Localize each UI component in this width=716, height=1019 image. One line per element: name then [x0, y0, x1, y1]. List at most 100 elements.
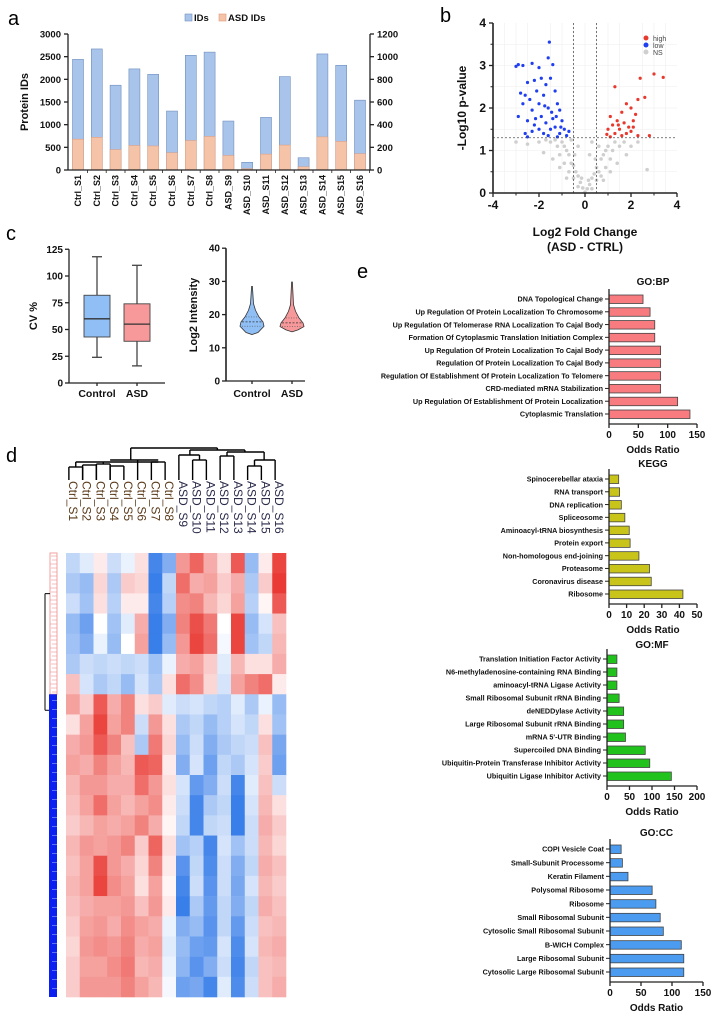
heatmap-cell [217, 694, 232, 715]
heatmap-cell [272, 653, 287, 675]
heatmap-cell [244, 714, 259, 735]
heatmap-cell [121, 855, 136, 877]
heatmap-cell [176, 714, 191, 735]
point-low [525, 80, 530, 85]
heatmap-cell [189, 653, 204, 675]
point-ns [608, 157, 613, 161]
chart-c-boxplot: Control ASD 0 25 50 75 100 125 CV % [28, 245, 165, 400]
heatmap-cell [244, 815, 259, 836]
bar-asd-ids [222, 155, 235, 171]
heatmap-cell [162, 714, 177, 735]
heatmap-cell [203, 734, 218, 756]
heatmap-cell [66, 835, 81, 857]
x-tick-label: 150 [666, 792, 683, 803]
point-ns [567, 169, 571, 174]
heatmap-cell [66, 815, 81, 836]
y2-tick-label: 800 [377, 75, 393, 86]
x-tick-label: 20 [639, 610, 651, 621]
heatmap-cell [217, 573, 232, 594]
heatmap-cell [217, 916, 232, 937]
point-low [530, 129, 534, 133]
heatmap-cell [79, 694, 94, 715]
chart-title: GO:BP [637, 277, 670, 288]
point-high [624, 131, 629, 136]
column-label: ASD_S9 [176, 481, 190, 527]
chart-e-kegg: KEGG Spinocerebellar ataxia RNA transport D… [501, 459, 703, 636]
heatmap-cell [79, 795, 94, 816]
heatmap-cell [189, 936, 204, 957]
bar [609, 844, 622, 854]
point-low [523, 93, 527, 97]
point-ns [564, 176, 569, 180]
panel-label-a: a [8, 8, 20, 30]
category-label: Small Ribosomal Subunit [517, 913, 604, 922]
point-ns [597, 144, 601, 149]
category-label: RNA transport [554, 487, 603, 496]
heatmap-cell [121, 936, 136, 957]
bar-asd-ids [260, 153, 272, 171]
heatmap-cell [189, 674, 204, 695]
x-tick-label: 50 [635, 988, 647, 999]
panel-label-d: d [6, 445, 17, 467]
heatmap-cell [148, 674, 163, 695]
y-tick-label: 0 [56, 166, 61, 177]
heatmap-cell [162, 573, 177, 594]
heatmap-cell [189, 633, 204, 655]
heatmap-cell [162, 956, 177, 978]
heatmap-cell [272, 553, 287, 574]
heatmap-cell [272, 835, 287, 857]
heatmap-cell [272, 875, 287, 897]
point-ns [590, 176, 594, 180]
heatmap-cell [79, 896, 94, 917]
violin-1 [279, 281, 305, 333]
bar [609, 967, 685, 977]
y-tick-label: 2000 [40, 75, 61, 86]
heatmap-cell [203, 714, 218, 735]
heatmap-cell [217, 734, 232, 756]
y-axis-label: Protein IDs [19, 73, 31, 131]
heatmap-cell [93, 734, 108, 756]
heatmap-cell [231, 754, 246, 776]
heatmap-cell [107, 795, 122, 816]
bar [608, 512, 626, 523]
bar-asd-ids [185, 140, 197, 171]
x-tick-label: 100 [664, 988, 681, 999]
heatmap-cell [162, 694, 177, 715]
point-high [608, 114, 612, 119]
point-low [521, 102, 525, 106]
box-0 [83, 294, 111, 338]
point-low [530, 61, 534, 65]
heatmap-cell [148, 593, 163, 614]
point-low [565, 134, 569, 138]
point-ns [555, 144, 560, 149]
bar-asd-ids [316, 136, 329, 171]
heatmap-cell [231, 976, 246, 998]
heatmap-cell [134, 653, 149, 675]
heatmap-cell [162, 916, 177, 937]
x-tick-label: Ctrl_S7 [186, 175, 196, 207]
chart-title: KEGG [638, 459, 668, 470]
bar-asd-ids [166, 152, 178, 171]
heatmap-cell [217, 553, 232, 574]
heatmap-cell [258, 815, 273, 836]
heatmap-cell [134, 573, 149, 594]
heatmap-cell [189, 734, 204, 756]
heatmap-cell [134, 956, 149, 978]
heatmap-cell [189, 976, 204, 998]
x-tick-label: 2 [628, 198, 635, 212]
heatmap-cell [231, 916, 246, 937]
point-low [550, 110, 554, 114]
heatmap-cell [244, 674, 259, 695]
y-tick-label: 25 [52, 352, 64, 363]
point-ns [597, 169, 601, 174]
bar [606, 732, 626, 742]
x-tick-label: 50 [624, 792, 636, 803]
heatmap-cell [66, 553, 81, 574]
heatmap-cell [176, 633, 191, 655]
x-tick-label: Ctrl_S4 [129, 175, 139, 207]
bar [609, 899, 657, 909]
heatmap-cell [244, 875, 259, 897]
x-tick-label: 0 [606, 610, 612, 621]
bar [606, 680, 618, 690]
heatmap-cell [231, 674, 246, 695]
